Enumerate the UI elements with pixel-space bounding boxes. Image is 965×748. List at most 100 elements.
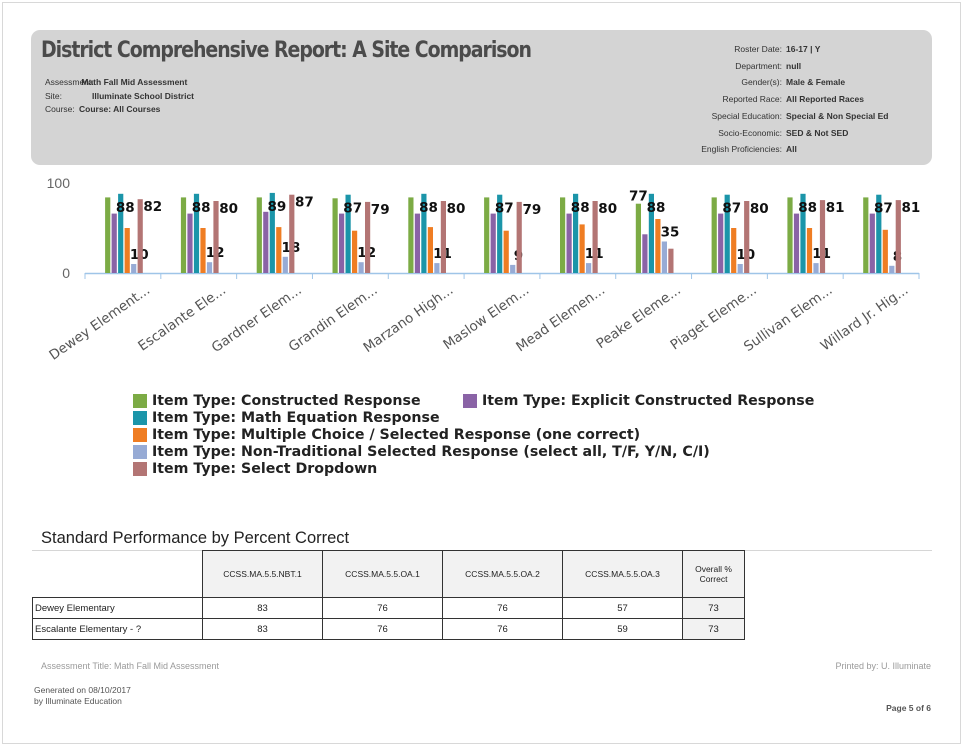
table-cell: 57 — [562, 597, 683, 619]
department-label: Department: — [735, 60, 782, 71]
bar — [592, 201, 598, 273]
legend-label-multiple-choice: Item Type: Multiple Choice / Selected Re… — [152, 427, 641, 443]
bar — [358, 262, 364, 273]
gender-label: Gender(s): — [741, 77, 782, 88]
bar — [560, 197, 566, 273]
data-label: 79 — [371, 202, 390, 218]
footer-generated: Generated on 08/10/2017 by Illuminate Ed… — [34, 685, 131, 707]
footer-generated-on: Generated on 08/10/2017 — [34, 685, 131, 695]
legend-swatch-non-traditional — [133, 445, 147, 459]
data-label: 88 — [419, 200, 438, 216]
legend-swatch-math-equation — [133, 411, 147, 425]
legend-label-select-dropdown: Item Type: Select Dropdown — [152, 461, 378, 477]
table-title: Standard Performance by Percent Correct — [41, 529, 350, 547]
course-value: Course: All Courses — [79, 104, 161, 114]
bar — [180, 197, 187, 273]
bar — [339, 213, 345, 273]
bar — [421, 193, 427, 273]
bar — [131, 264, 137, 273]
assessment-value: Math Fall Mid Assessment — [81, 77, 188, 87]
roster-date-value: 16-17 | Y — [786, 44, 821, 54]
legend-label-explicit-constructed: Item Type: Explicit Constructed Response — [482, 393, 815, 409]
bar — [787, 197, 793, 273]
bar — [414, 213, 420, 273]
bar — [793, 213, 800, 273]
bar — [516, 201, 522, 273]
table-row: Escalante Elementary - ? 83 76 76 59 73 — [32, 618, 745, 640]
bar — [813, 263, 819, 273]
legend-item-multiple-choice: Item Type: Multiple Choice / Selected Re… — [133, 427, 640, 443]
table-row-name: Dewey Elementary — [32, 597, 203, 619]
data-label: 80 — [447, 201, 466, 217]
data-label: 87 — [295, 195, 314, 211]
table-cell: 76 — [322, 597, 443, 619]
category-label: Dewey Element... — [46, 282, 153, 363]
legend-item-non-traditional: Item Type: Non-Traditional Selected Resp… — [133, 444, 710, 460]
legend-label-math-equation: Item Type: Math Equation Response — [152, 410, 440, 426]
footer-generated-by: by Illuminate Education — [34, 696, 122, 706]
bar — [642, 234, 648, 273]
bar — [510, 264, 516, 273]
socio-economic-label: Socio-Economic: — [718, 127, 782, 138]
assessment-label: Assessment: — [45, 77, 94, 87]
footer-assessment-title: Assessment Title: Math Fall Mid Assessme… — [41, 661, 220, 671]
special-ed-label: Special Education: — [711, 110, 782, 121]
socio-economic-value: SED & Not SED — [786, 127, 849, 138]
y-tick-label: 100 — [47, 175, 71, 191]
legend-item-constructed: Item Type: Constructed Response — [133, 393, 421, 409]
bar — [289, 194, 295, 273]
bar — [497, 194, 503, 273]
report-meta-left: Assessment: Math Fall Mid Assessment Sit… — [45, 76, 194, 117]
report-title: District Comprehensive Report: A Site Co… — [41, 38, 532, 63]
bar — [365, 201, 371, 273]
bar — [282, 256, 288, 273]
bar — [806, 228, 813, 273]
site-value: Illuminate School District — [92, 90, 195, 101]
bar — [332, 198, 338, 273]
legend-label-constructed: Item Type: Constructed Response — [152, 393, 421, 409]
bar — [200, 228, 206, 273]
table-header-overall: Overall % Correct — [682, 550, 745, 598]
legend-item-select-dropdown: Item Type: Select Dropdown — [133, 461, 377, 477]
legend-item-math-equation: Item Type: Math Equation Response — [133, 410, 440, 426]
data-label: 88 — [798, 200, 817, 216]
footer-printed-by: Printed by: U. Illuminate — [835, 661, 931, 671]
site-comparison-bar-chart: 0100881082Dewey Element...881280Escalant… — [46, 175, 921, 364]
bar — [718, 213, 724, 273]
bar — [352, 230, 358, 273]
bar — [408, 197, 414, 273]
data-label: 80 — [219, 201, 238, 217]
bar — [111, 213, 117, 273]
table-cell-overall: 73 — [682, 597, 745, 619]
bar — [206, 262, 213, 273]
bar — [484, 197, 490, 273]
table-cell-overall: 73 — [682, 618, 745, 640]
data-label: 81 — [902, 200, 921, 216]
data-label: 87 — [495, 201, 514, 217]
legend-item-explicit-constructed: Item Type: Explicit Constructed Response — [463, 393, 814, 409]
bar — [869, 213, 875, 273]
table-cell: 83 — [202, 618, 323, 640]
data-label: 87 — [722, 201, 741, 217]
bar — [668, 248, 674, 273]
bar — [193, 193, 200, 273]
special-ed-value: Special & Non Special Ed — [786, 110, 889, 121]
data-label: 88 — [192, 200, 211, 216]
bar — [345, 194, 351, 273]
table-cell: 83 — [202, 597, 323, 619]
bar — [187, 213, 193, 273]
bar — [819, 200, 826, 273]
bar — [105, 197, 111, 273]
bar — [724, 194, 730, 273]
table-header-row: CCSS.MA.5.5.NBT.1 CCSS.MA.5.5.OA.1 CCSS.… — [32, 550, 745, 598]
gender-value: Male & Female — [786, 77, 846, 88]
table-cell: 76 — [322, 618, 443, 640]
table-header-cell: CCSS.MA.5.5.NBT.1 — [202, 550, 323, 598]
data-label: 88 — [647, 200, 666, 216]
roster-date-label: Roster Date: — [734, 44, 782, 54]
standard-performance-table: CCSS.MA.5.5.NBT.1 CCSS.MA.5.5.OA.1 CCSS.… — [32, 550, 745, 640]
data-label: 82 — [143, 199, 162, 215]
table-row: Dewey Elementary 83 76 76 57 73 — [32, 597, 745, 619]
bar — [648, 193, 654, 273]
